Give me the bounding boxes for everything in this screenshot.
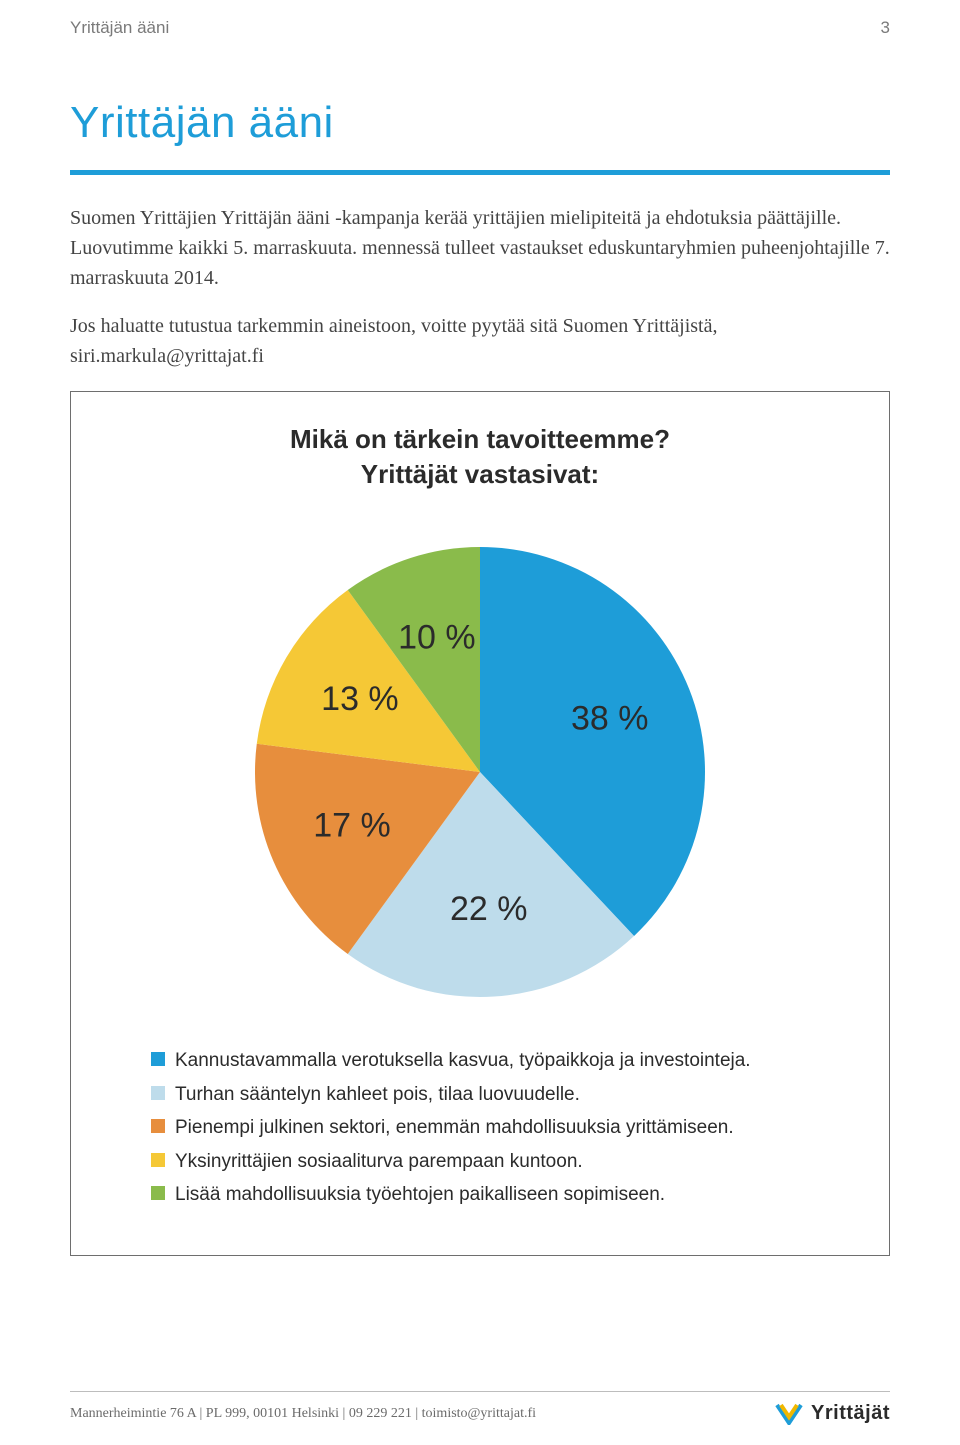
chart-container: Mikä on tärkein tavoitteemme? Yrittäjät … <box>70 391 890 1256</box>
page-footer: Mannerheimintie 76 A | PL 999, 00101 Hel… <box>70 1391 890 1425</box>
intro-paragraph-2: Jos haluatte tutustua tarkemmin aineisto… <box>70 311 890 371</box>
legend-swatch <box>151 1119 165 1133</box>
pie-slice-label: 17 % <box>313 807 391 845</box>
legend-swatch <box>151 1052 165 1066</box>
chart-title: Mikä on tärkein tavoitteemme? Yrittäjät … <box>111 422 849 492</box>
header-section: Yrittäjän ääni <box>70 18 169 38</box>
pie-slice-label: 10 % <box>398 618 476 656</box>
title-rule <box>70 170 890 175</box>
legend-item: Pienempi julkinen sektori, enemmän mahdo… <box>151 1114 849 1142</box>
chart-legend: Kannustavammalla verotuksella kasvua, ty… <box>111 1047 849 1209</box>
pie-slice-label: 38 % <box>571 700 649 738</box>
header-page-number: 3 <box>881 18 890 38</box>
legend-item: Lisää mahdollisuuksia työehtojen paikall… <box>151 1181 849 1209</box>
page-header: Yrittäjän ääni 3 <box>70 0 890 38</box>
footer-logo: Yrittäjät <box>775 1402 890 1425</box>
legend-item: Kannustavammalla verotuksella kasvua, ty… <box>151 1047 849 1075</box>
logo-text: Yrittäjät <box>811 1402 890 1425</box>
chart-title-line1: Mikä on tärkein tavoitteemme? <box>111 422 849 457</box>
logo-icon <box>775 1403 803 1425</box>
legend-swatch <box>151 1153 165 1167</box>
footer-text: Mannerheimintie 76 A | PL 999, 00101 Hel… <box>70 1406 536 1422</box>
legend-text: Turhan sääntelyn kahleet pois, tilaa luo… <box>175 1081 580 1109</box>
legend-swatch <box>151 1086 165 1100</box>
intro-paragraph-1: Suomen Yrittäjien Yrittäjän ääni -kampan… <box>70 203 890 293</box>
intro-text: Suomen Yrittäjien Yrittäjän ääni -kampan… <box>70 203 890 371</box>
legend-text: Pienempi julkinen sektori, enemmän mahdo… <box>175 1114 734 1142</box>
legend-item: Yksinyrittäjien sosiaaliturva parempaan … <box>151 1148 849 1176</box>
pie-slice-label: 22 % <box>450 890 528 928</box>
legend-text: Kannustavammalla verotuksella kasvua, ty… <box>175 1047 751 1075</box>
legend-item: Turhan sääntelyn kahleet pois, tilaa luo… <box>151 1081 849 1109</box>
pie-chart: 38 % 22 % 17 % 13 % 10 % <box>111 532 849 1002</box>
footer-rule <box>70 1391 890 1392</box>
pie-slice-label: 13 % <box>321 680 399 718</box>
legend-swatch <box>151 1186 165 1200</box>
legend-text: Yksinyrittäjien sosiaaliturva parempaan … <box>175 1148 583 1176</box>
chart-title-line2: Yrittäjät vastasivat: <box>111 457 849 492</box>
legend-text: Lisää mahdollisuuksia työehtojen paikall… <box>175 1181 665 1209</box>
page-title: Yrittäjän ääni <box>70 98 890 148</box>
